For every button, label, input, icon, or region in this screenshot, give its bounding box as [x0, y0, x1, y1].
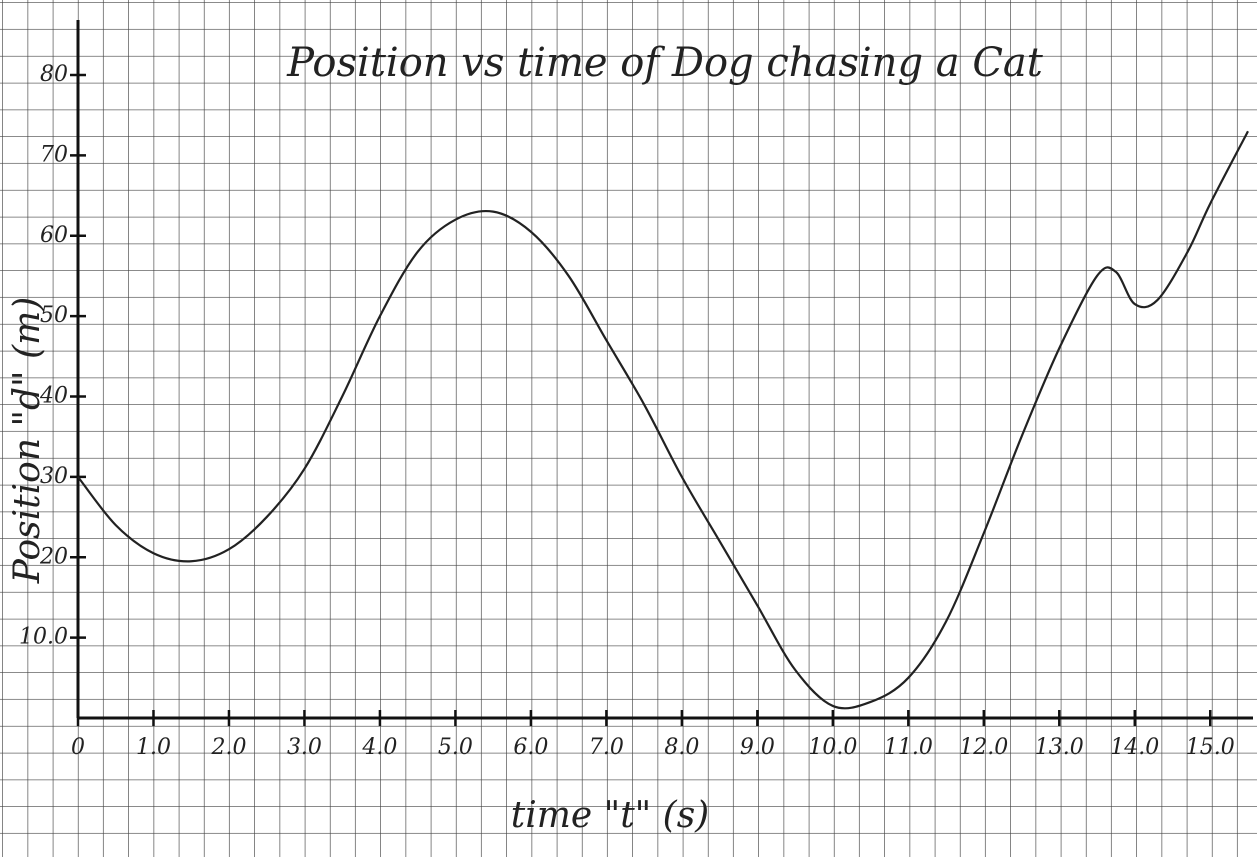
x-tick-label: 10.0	[808, 735, 857, 760]
y-tick-label: 40	[39, 384, 68, 409]
x-tick-label: 13.0	[1035, 735, 1084, 760]
x-tick-label: 7.0	[589, 735, 624, 760]
x-tick-label: 3.0	[287, 735, 322, 760]
y-tick-label: 60	[40, 223, 68, 248]
y-tick-label: 20	[39, 544, 68, 569]
x-tick-label: 0	[71, 735, 85, 760]
data-line	[77, 130, 1249, 710]
y-tick-label: 70	[40, 142, 68, 167]
y-tick-label: 10.0	[19, 625, 68, 650]
x-tick-label: 4.0	[361, 735, 397, 760]
y-tick-label: 50	[40, 303, 68, 328]
y-tick-label: 80	[40, 62, 68, 87]
x-tick-label: 6.0	[513, 735, 548, 760]
x-axis-title: time "t" (s)	[511, 795, 709, 836]
y-tick-label: 30	[40, 464, 68, 489]
x-tick-label: 14.0	[1110, 735, 1159, 760]
x-tick-label: 8.0	[664, 735, 699, 760]
x-tick-label: 11.0	[884, 735, 933, 760]
x-tick-label: 9.0	[740, 735, 775, 760]
x-tick-label: 2.0	[210, 735, 246, 760]
chart-title: Position vs time of Dog chasing a Cat	[286, 40, 1044, 86]
x-tick-label: 15.0	[1186, 735, 1235, 760]
x-tick-label: 12.0	[959, 735, 1008, 760]
x-tick-label: 5.0	[438, 735, 473, 760]
y-axis-title: Position "d" (m)	[7, 297, 48, 585]
x-tick-label: 1.0	[136, 735, 171, 760]
